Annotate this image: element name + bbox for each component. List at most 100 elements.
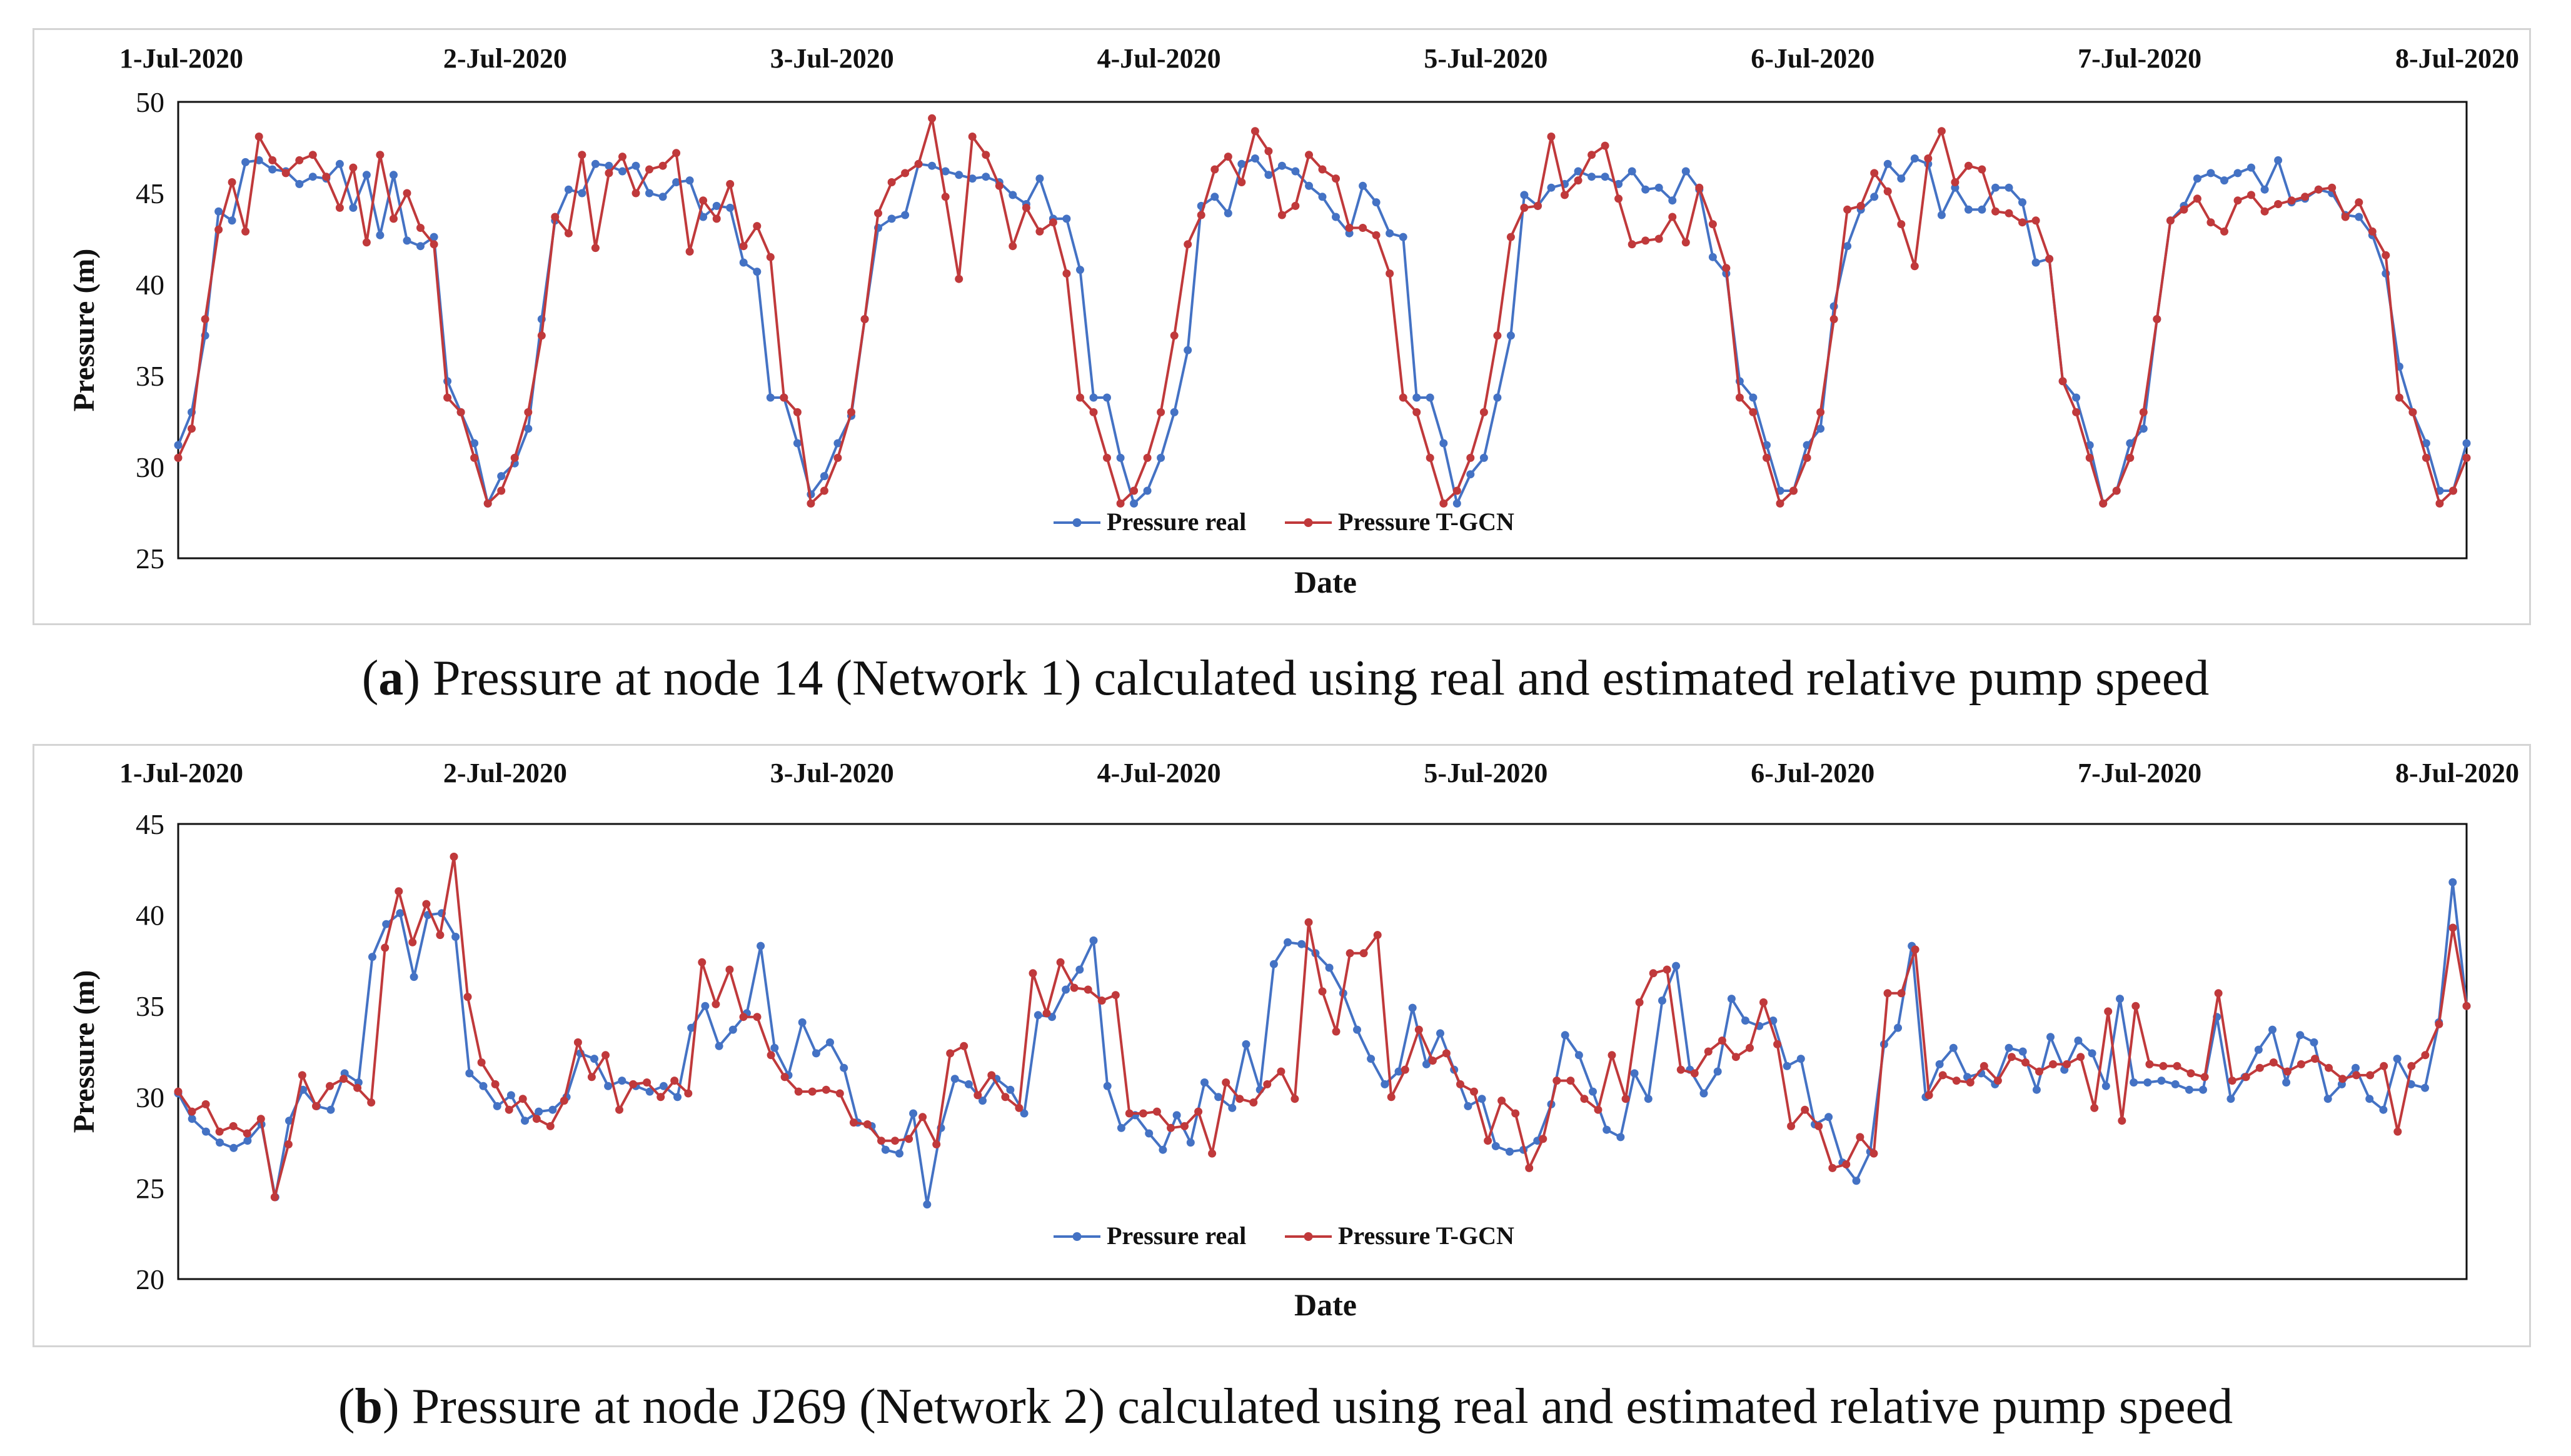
point-tgcn <box>1749 408 1758 416</box>
point-real <box>1318 193 1327 201</box>
point-real <box>2220 176 2228 185</box>
point-tgcn <box>591 244 600 253</box>
point-tgcn <box>2180 205 2188 214</box>
point-tgcn <box>1062 269 1071 278</box>
point-tgcn <box>174 453 183 462</box>
point-tgcn <box>2063 1060 2071 1068</box>
point-tgcn <box>1042 1009 1051 1018</box>
point-real <box>1116 453 1125 462</box>
point-tgcn <box>1372 231 1381 239</box>
point-real <box>1883 159 1892 168</box>
point-tgcn <box>874 209 882 218</box>
point-real <box>1422 1060 1431 1068</box>
point-tgcn <box>2435 1020 2443 1028</box>
point-tgcn <box>1735 393 1744 402</box>
point-real <box>1439 439 1448 448</box>
point-tgcn <box>1580 1095 1589 1103</box>
point-tgcn <box>1332 1027 1341 1036</box>
point-real <box>1681 167 1690 176</box>
point-real <box>645 189 653 198</box>
point-tgcn <box>532 1115 541 1123</box>
point-tgcn <box>390 214 398 223</box>
point-tgcn <box>1386 269 1394 278</box>
point-tgcn <box>443 393 452 402</box>
point-tgcn <box>1869 1149 1878 1158</box>
point-tgcn <box>1776 499 1784 508</box>
point-tgcn <box>1001 1093 1010 1102</box>
point-real <box>923 1200 932 1209</box>
point-tgcn <box>1897 220 1906 229</box>
date-tick-label: 4-Jul-2020 <box>1097 758 1221 788</box>
point-real <box>1200 1078 1209 1087</box>
point-real <box>2046 1033 2055 1042</box>
point-real <box>326 1105 335 1114</box>
point-real <box>1394 1067 1403 1076</box>
point-tgcn <box>560 1097 568 1105</box>
point-tgcn <box>2422 453 2430 462</box>
point-real <box>451 933 460 941</box>
point-tgcn <box>214 225 223 234</box>
point-tgcn <box>1924 1091 1933 1100</box>
y-tick-label: 30 <box>136 1082 164 1113</box>
point-real <box>687 1023 696 1032</box>
point-real <box>1089 936 1098 945</box>
point-real <box>2462 439 2471 448</box>
point-real <box>766 393 775 402</box>
point-real <box>308 173 317 181</box>
chart-panel-a: 25 30 35 40 45 50 1-Jul-2020 2-Jul-2020 3-Jul-20… <box>33 28 2531 625</box>
point-real <box>216 1138 224 1147</box>
point-tgcn <box>1789 486 1798 495</box>
point-tgcn <box>1911 945 1919 954</box>
point-tgcn <box>1594 1105 1602 1114</box>
point-tgcn <box>2085 453 2094 462</box>
y-tick-label: 25 <box>136 543 164 575</box>
point-real <box>895 1149 903 1158</box>
point-tgcn <box>1803 453 1811 462</box>
point-tgcn <box>1210 165 1219 174</box>
point-real <box>1277 161 1286 170</box>
point-real <box>2018 198 2026 207</box>
point-tgcn <box>430 240 438 249</box>
point-real <box>1242 1040 1250 1048</box>
point-tgcn <box>982 151 990 159</box>
point-tgcn <box>1966 1078 1975 1087</box>
point-tgcn <box>1635 998 1644 1007</box>
point-real <box>1436 1029 1444 1038</box>
point-tgcn <box>820 486 828 495</box>
point-tgcn <box>1883 187 1892 196</box>
point-real <box>1547 183 1556 192</box>
point-tgcn <box>2173 1062 2181 1070</box>
point-tgcn <box>618 153 626 161</box>
point-tgcn <box>1399 393 1407 402</box>
point-tgcn <box>645 165 653 174</box>
point-tgcn <box>849 1118 858 1127</box>
point-real <box>728 1025 737 1034</box>
point-real <box>968 174 977 183</box>
point-tgcn <box>1924 154 1933 163</box>
point-tgcn <box>1426 453 1434 462</box>
point-real <box>2185 1085 2193 1094</box>
point-real <box>1749 393 1758 402</box>
point-tgcn <box>887 178 896 186</box>
plot-frame <box>177 823 2468 1280</box>
point-real <box>521 1117 529 1125</box>
point-real <box>2005 1043 2013 1052</box>
point-tgcn <box>1116 499 1125 508</box>
point-real <box>410 973 418 982</box>
point-real <box>349 203 358 212</box>
point-real <box>1796 1055 1805 1063</box>
point-real <box>548 1105 557 1114</box>
point-tgcn <box>1746 1043 1754 1052</box>
point-real <box>2323 1095 2332 1103</box>
point-real <box>1479 453 1488 462</box>
point-tgcn <box>1125 1109 1134 1118</box>
point-real <box>1630 1069 1639 1078</box>
point-real <box>470 439 479 448</box>
y-tick-label: 40 <box>136 900 164 931</box>
point-tgcn <box>2338 1075 2347 1083</box>
point-real <box>887 214 896 223</box>
point-tgcn <box>1628 240 1636 249</box>
point-tgcn <box>1614 194 1623 203</box>
point-tgcn <box>601 1051 610 1060</box>
point-real <box>174 441 183 449</box>
